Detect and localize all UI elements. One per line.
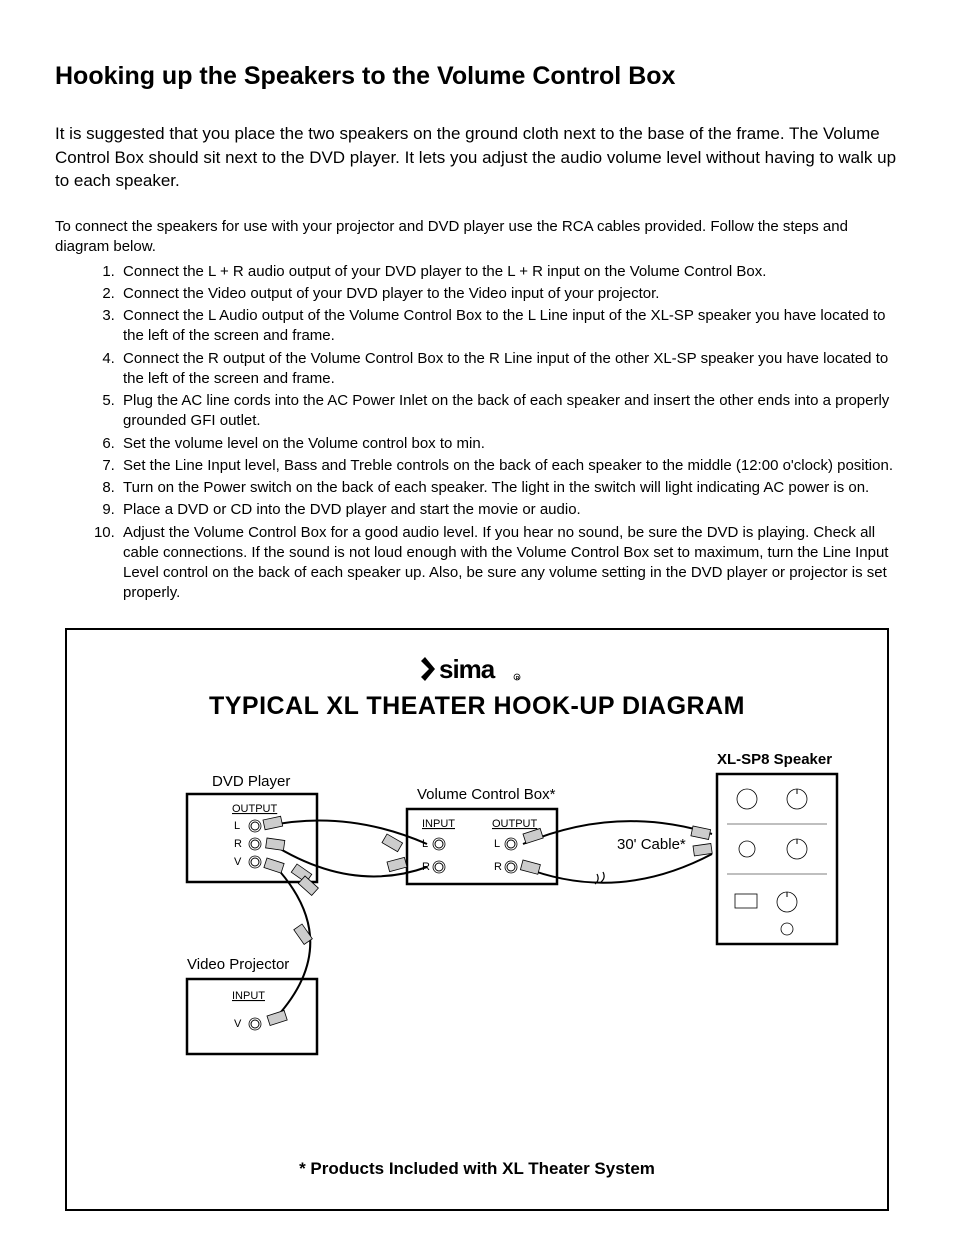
svg-text:DVD Player: DVD Player bbox=[212, 773, 290, 790]
diagram-container: sima R TYPICAL XL THEATER HOOK-UP DIAGRA… bbox=[65, 628, 889, 1211]
step-item: Adjust the Volume Control Box for a good… bbox=[119, 523, 899, 604]
page-heading: Hooking up the Speakers to the Volume Co… bbox=[55, 60, 899, 94]
svg-text:INPUT: INPUT bbox=[422, 818, 455, 830]
svg-text:L: L bbox=[234, 820, 240, 832]
step-item: Plug the AC line cords into the AC Power… bbox=[119, 391, 899, 432]
brand-logo: sima R bbox=[87, 648, 867, 689]
svg-text:XL-SP8 Speaker: XL-SP8 Speaker bbox=[717, 751, 832, 768]
svg-text:V: V bbox=[234, 856, 242, 868]
lead-paragraph: To connect the speakers for use with you… bbox=[55, 217, 899, 258]
steps-list: Connect the L + R audio output of your D… bbox=[55, 262, 899, 604]
svg-text:L: L bbox=[494, 838, 500, 850]
svg-text:R: R bbox=[234, 838, 242, 850]
diagram-title: TYPICAL XL THEATER HOOK-UP DIAGRAM bbox=[87, 690, 867, 724]
svg-text:sima: sima bbox=[439, 654, 496, 684]
svg-text:Volume Control Box*: Volume Control Box* bbox=[417, 786, 556, 803]
hookup-diagram: DVD Player OUTPUT L R V Volume Control B… bbox=[87, 744, 867, 1134]
step-item: Connect the R output of the Volume Contr… bbox=[119, 349, 899, 390]
intro-paragraph: It is suggested that you place the two s… bbox=[55, 122, 899, 193]
svg-text:INPUT: INPUT bbox=[232, 990, 265, 1002]
step-item: Place a DVD or CD into the DVD player an… bbox=[119, 500, 899, 520]
svg-text:R: R bbox=[494, 861, 502, 873]
step-item: Connect the L Audio output of the Volume… bbox=[119, 306, 899, 347]
svg-text:OUTPUT: OUTPUT bbox=[492, 818, 538, 830]
svg-text:OUTPUT: OUTPUT bbox=[232, 803, 278, 815]
svg-text:30' Cable*: 30' Cable* bbox=[617, 836, 686, 853]
step-item: Set the volume level on the Volume contr… bbox=[119, 434, 899, 454]
step-item: Connect the L + R audio output of your D… bbox=[119, 262, 899, 282]
svg-text:Video Projector: Video Projector bbox=[187, 956, 289, 973]
step-item: Turn on the Power switch on the back of … bbox=[119, 478, 899, 498]
step-item: Set the Line Input level, Bass and Trebl… bbox=[119, 456, 899, 476]
diagram-footnote: * Products Included with XL Theater Syst… bbox=[87, 1158, 867, 1181]
step-item: Connect the Video output of your DVD pla… bbox=[119, 284, 899, 304]
svg-text:V: V bbox=[234, 1018, 242, 1030]
